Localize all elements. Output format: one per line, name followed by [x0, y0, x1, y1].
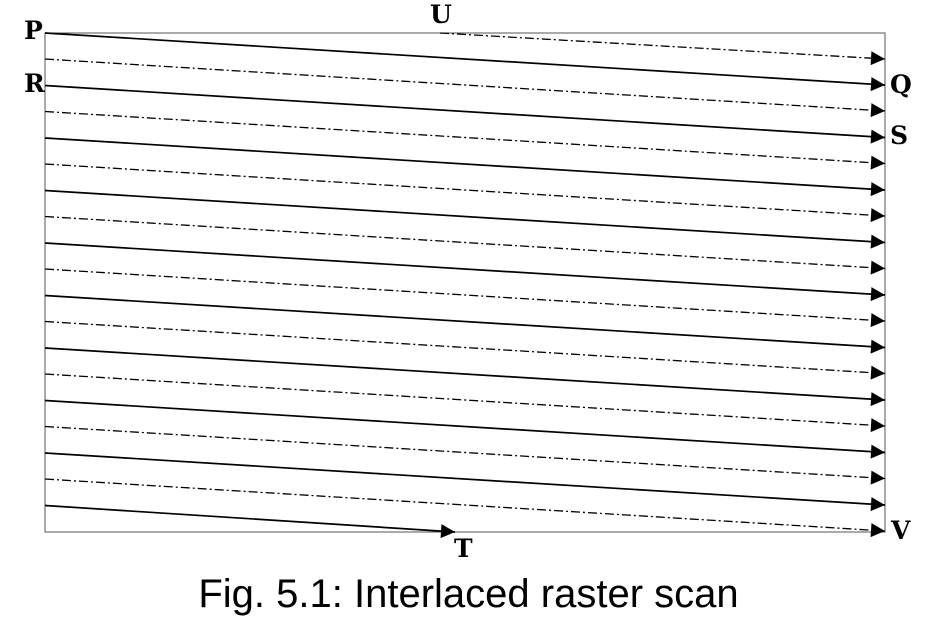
even-scan-line: [44, 110, 886, 170]
odd-scan-line: [44, 294, 886, 354]
odd-scan-line: [44, 242, 886, 302]
figure-caption: Fig. 5.1: Interlaced raster scan: [198, 572, 739, 616]
raster-scan-diagram: P R U Q S T V: [24, 0, 912, 563]
screen-frame: [44, 32, 886, 533]
label-u: U: [430, 0, 452, 29]
label-q: Q: [890, 70, 912, 99]
odd-scan-line: [44, 137, 886, 197]
odd-scan-line-final: [44, 504, 456, 539]
label-v: V: [890, 516, 911, 545]
even-scan-line-first: [439, 32, 886, 66]
label-t: T: [454, 534, 473, 563]
label-p: P: [24, 16, 43, 45]
odd-scan-line: [44, 452, 886, 512]
odd-scan-line: [44, 399, 886, 459]
even-scan-line: [44, 373, 886, 433]
odd-scan-line: [44, 347, 886, 407]
even-scan-line: [44, 268, 886, 328]
odd-scan-line: [44, 32, 886, 92]
even-scan-line: [44, 320, 886, 380]
odd-scan-line: [44, 84, 886, 144]
even-scan-line: [44, 163, 886, 223]
odd-field-scan-lines: [44, 32, 886, 539]
even-scan-line: [44, 425, 886, 485]
label-r: R: [24, 69, 45, 98]
even-scan-line: [44, 478, 886, 538]
odd-scan-line: [44, 189, 886, 249]
even-scan-line: [44, 215, 886, 275]
label-s: S: [890, 121, 908, 150]
even-field-scan-lines: [44, 32, 886, 538]
even-scan-line: [44, 58, 886, 118]
